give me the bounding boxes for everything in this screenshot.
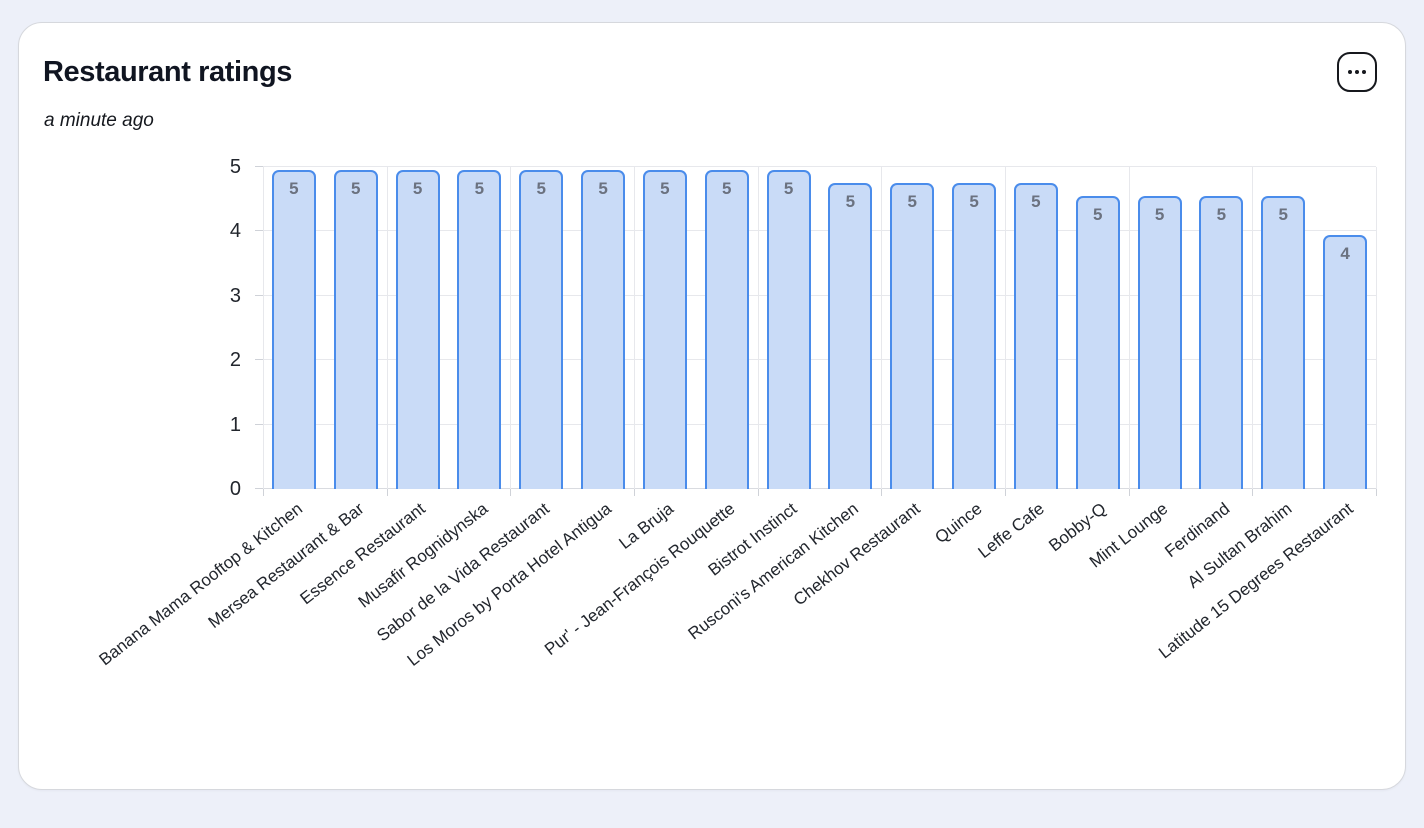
bar[interactable]: 5 <box>1261 195 1306 489</box>
bar-value-label: 5 <box>412 179 423 199</box>
bar[interactable]: 5 <box>395 170 440 489</box>
y-axis-label: 3 <box>229 284 241 307</box>
bar[interactable]: 5 <box>828 183 873 489</box>
v-gridline <box>1005 167 1006 489</box>
bar[interactable]: 5 <box>519 170 564 489</box>
y-axis-tick <box>255 294 263 296</box>
y-axis-label: 4 <box>229 220 241 243</box>
bar-value-label: 5 <box>907 192 917 212</box>
y-axis-tick <box>255 359 263 361</box>
bar-value-label: 5 <box>289 179 299 199</box>
bar[interactable]: 5 <box>890 183 935 489</box>
bar[interactable]: 5 <box>457 170 502 489</box>
bar-value-label: 5 <box>1216 204 1227 224</box>
last-updated-text: a minute ago <box>44 110 154 131</box>
menu-button[interactable] <box>1337 52 1377 92</box>
x-axis-tick <box>1128 489 1130 496</box>
h-gridline <box>263 423 1376 425</box>
v-gridline <box>510 167 512 489</box>
bar[interactable]: 5 <box>333 170 378 489</box>
x-axis-label: Leffe Cafe <box>974 499 1048 563</box>
v-gridline <box>881 167 883 489</box>
h-gridline <box>263 294 1376 296</box>
bar-value-label: 5 <box>1154 204 1165 224</box>
bar[interactable]: 5 <box>766 170 811 489</box>
bar[interactable]: 5 <box>704 170 749 489</box>
bar-value-label: 5 <box>1031 192 1041 212</box>
h-gridline <box>263 166 1376 167</box>
x-axis-label: Quince <box>931 499 986 548</box>
bar[interactable]: 5 <box>1013 183 1058 489</box>
v-gridline <box>1128 167 1130 489</box>
bar-value-label: 5 <box>1093 204 1103 224</box>
bar-value-label: 5 <box>536 179 546 199</box>
bar[interactable]: 5 <box>952 183 997 489</box>
y-axis-label: 1 <box>229 413 241 436</box>
bar-value-label: 5 <box>845 192 856 212</box>
y-axis-tick <box>255 230 263 232</box>
v-gridline <box>757 167 759 489</box>
y-axis-label: 2 <box>229 349 241 372</box>
y-axis-label: 0 <box>229 478 241 500</box>
x-axis-tick <box>1005 489 1006 496</box>
v-gridline <box>1252 167 1254 489</box>
x-axis-tick <box>634 489 635 496</box>
y-axis-label: 5 <box>229 156 241 178</box>
x-axis-tick <box>1376 489 1377 496</box>
ratings-bar-chart: 0 1 2 3 4 5 5 Banana Mama Rooftop & Kitchen 5 Mer… <box>95 157 1377 670</box>
bar[interactable]: 5 <box>581 170 626 489</box>
bar-value-label: 5 <box>969 192 979 212</box>
x-axis-tick <box>386 489 388 496</box>
bar-value-label: 5 <box>783 179 794 199</box>
bar[interactable]: 5 <box>1199 195 1244 489</box>
bar[interactable]: 5 <box>1137 195 1182 489</box>
v-gridline <box>1376 167 1377 489</box>
x-axis-tick <box>881 489 883 496</box>
page-title: Restaurant ratings <box>43 56 293 88</box>
x-axis-tick <box>263 489 264 496</box>
bar[interactable]: 5 <box>642 170 687 489</box>
y-axis-tick <box>255 166 263 167</box>
bar-value-label: 5 <box>722 179 732 199</box>
bar[interactable]: 4 <box>1323 234 1368 489</box>
bar[interactable]: 5 <box>271 170 316 489</box>
x-axis-tick <box>510 489 512 496</box>
bar-value-label: 5 <box>474 179 485 199</box>
bar-value-label: 5 <box>598 179 608 199</box>
y-axis-tick <box>255 423 263 425</box>
h-gridline <box>263 230 1376 232</box>
h-gridline <box>263 359 1376 361</box>
x-axis-tick <box>757 489 759 496</box>
h-gridline <box>263 488 1376 489</box>
v-gridline <box>386 167 388 489</box>
v-gridline <box>634 167 635 489</box>
bar-value-label: 5 <box>1278 204 1288 224</box>
bar-value-label: 5 <box>351 179 361 199</box>
y-axis-tick <box>255 488 263 489</box>
x-axis-label: Al Sultan Brahim <box>1183 499 1295 592</box>
x-axis-tick <box>1252 489 1254 496</box>
bar-value-label: 5 <box>660 179 670 199</box>
v-gridline <box>263 167 264 489</box>
bar[interactable]: 5 <box>1075 195 1120 489</box>
bar-value-label: 4 <box>1340 243 1350 263</box>
